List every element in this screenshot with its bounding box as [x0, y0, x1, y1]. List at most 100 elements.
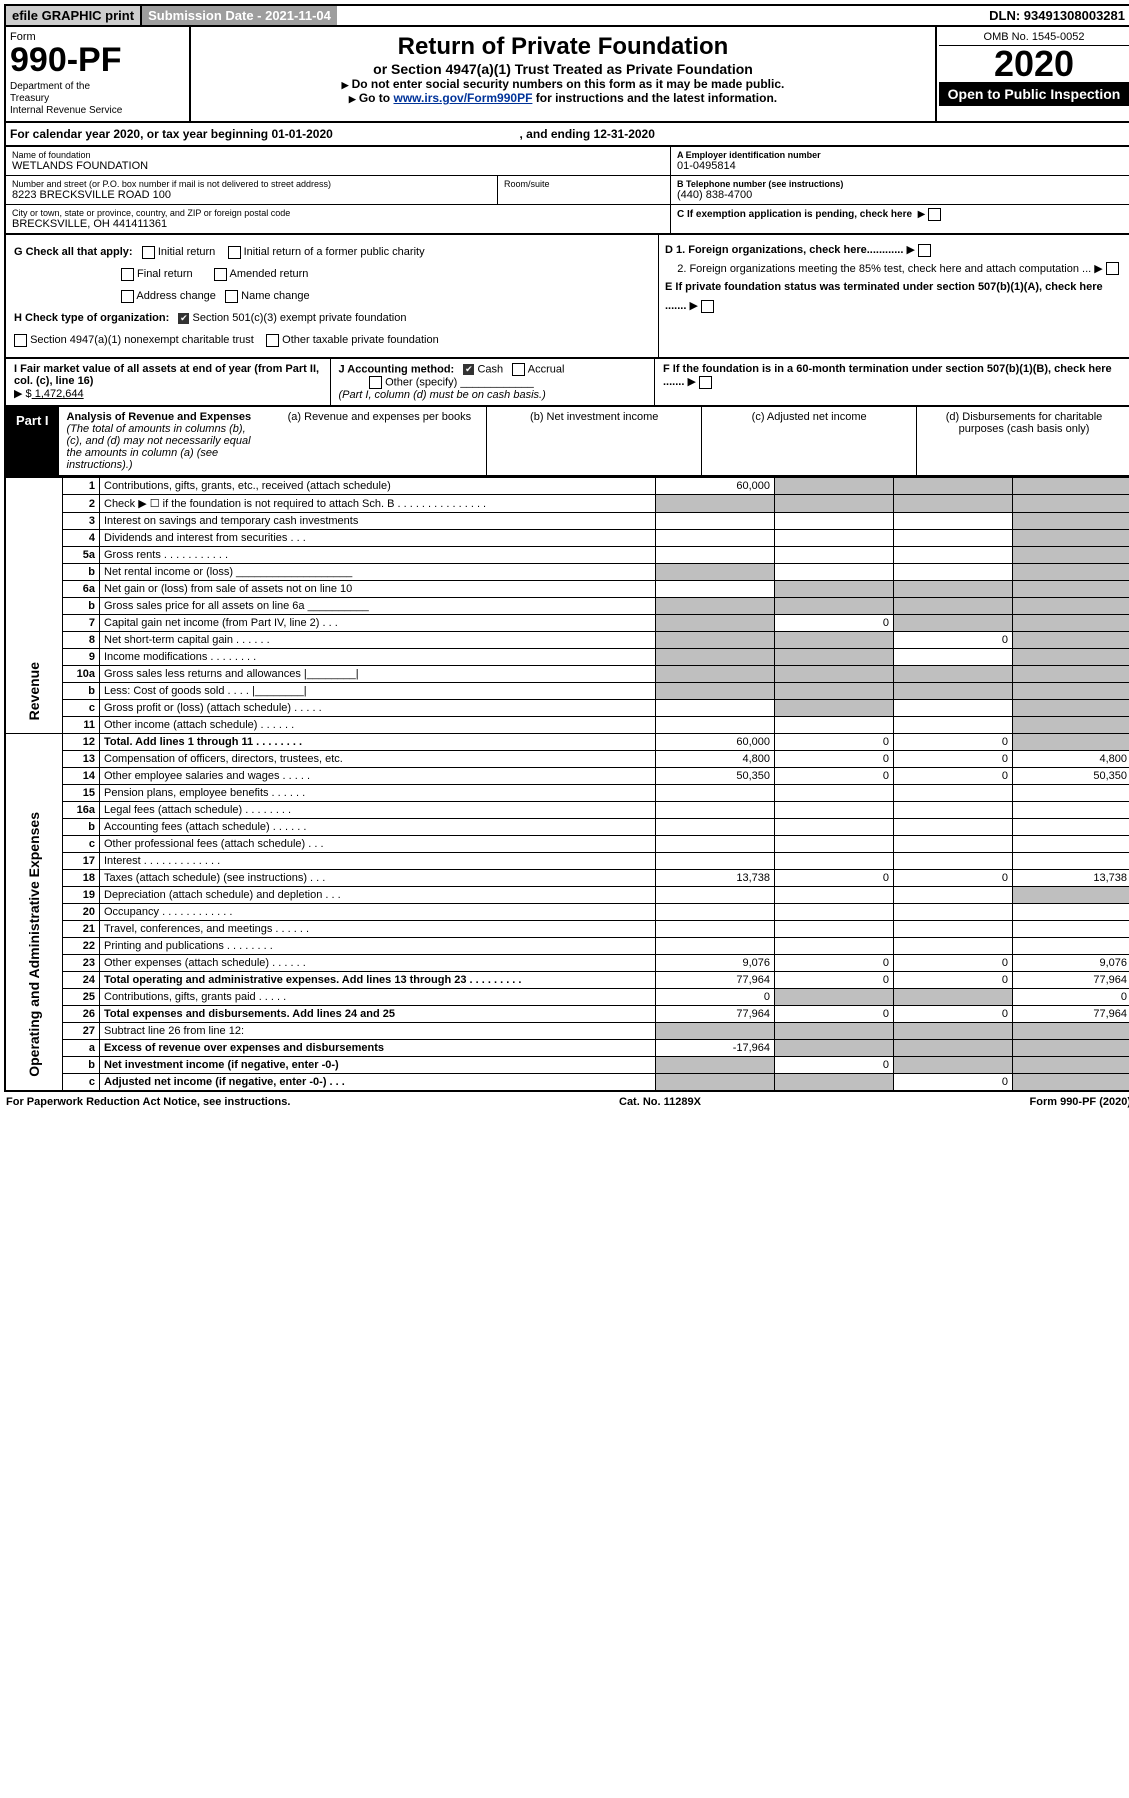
- amount-cell: [1013, 921, 1129, 938]
- amount-cell: [656, 700, 775, 717]
- amount-cell: [894, 836, 1013, 853]
- line-desc: Interest on savings and temporary cash i…: [100, 513, 656, 530]
- form-link[interactable]: www.irs.gov/Form990PF: [393, 91, 532, 105]
- chk-f[interactable]: [699, 376, 712, 389]
- amount-cell: 60,000: [656, 478, 775, 495]
- amount-cell: 0: [1013, 989, 1129, 1006]
- line-number: 24: [63, 972, 100, 989]
- amount-cell: [656, 904, 775, 921]
- efile-label: efile GRAPHIC print: [6, 6, 142, 25]
- amount-cell: [894, 819, 1013, 836]
- amount-cell: [894, 495, 1013, 513]
- amount-cell: [775, 887, 894, 904]
- line-number: b: [63, 598, 100, 615]
- table-row: 5aGross rents . . . . . . . . . . .: [5, 547, 1129, 564]
- line-desc: Subtract line 26 from line 12:: [100, 1023, 656, 1040]
- table-row: 8Net short-term capital gain . . . . . .…: [5, 632, 1129, 649]
- chk-initial[interactable]: [142, 246, 155, 259]
- amount-cell: [894, 478, 1013, 495]
- chk-cash[interactable]: ✔: [463, 364, 474, 375]
- chk-final[interactable]: [121, 268, 134, 281]
- line-desc: Occupancy . . . . . . . . . . . .: [100, 904, 656, 921]
- amount-cell: -17,964: [656, 1040, 775, 1057]
- line-number: 2: [63, 495, 100, 513]
- table-row: bLess: Cost of goods sold . . . . |_____…: [5, 683, 1129, 700]
- identity-block: Name of foundation WETLANDS FOUNDATION N…: [4, 147, 1129, 235]
- side-expenses: Operating and Administrative Expenses: [5, 734, 63, 1092]
- submission-date: Submission Date - 2021-11-04: [142, 6, 337, 25]
- amount-cell: [656, 581, 775, 598]
- chk-501c3[interactable]: ✔: [178, 313, 189, 324]
- amount-cell: [775, 649, 894, 666]
- form-number: 990-PF: [10, 43, 185, 77]
- table-row: cOther professional fees (attach schedul…: [5, 836, 1129, 853]
- d1-label: D 1. Foreign organizations, check here..…: [665, 244, 903, 256]
- chk-other-method[interactable]: [369, 376, 382, 389]
- table-row: aExcess of revenue over expenses and dis…: [5, 1040, 1129, 1057]
- line-number: 18: [63, 870, 100, 887]
- amount-cell: [894, 581, 1013, 598]
- part1-header: Part I Analysis of Revenue and Expenses …: [4, 407, 1129, 477]
- name-label: Name of foundation: [12, 150, 664, 160]
- side-revenue: Revenue: [5, 478, 63, 734]
- col-b-hdr: (b) Net investment income: [487, 407, 702, 475]
- part1-note: (The total of amounts in columns (b), (c…: [67, 423, 251, 471]
- amount-cell: [1013, 802, 1129, 819]
- line-number: 15: [63, 785, 100, 802]
- chk-d1[interactable]: [918, 244, 931, 257]
- foundation-address: 8223 BRECKSVILLE ROAD 100: [12, 189, 491, 201]
- chk-d2[interactable]: [1106, 262, 1119, 275]
- chk-addr-change[interactable]: [121, 290, 134, 303]
- amount-cell: 0: [775, 1057, 894, 1074]
- amount-cell: [775, 495, 894, 513]
- col-c-hdr: (c) Adjusted net income: [702, 407, 917, 475]
- line-desc: Gross profit or (loss) (attach schedule)…: [100, 700, 656, 717]
- chk-amended[interactable]: [214, 268, 227, 281]
- line-number: b: [63, 819, 100, 836]
- d2-label: 2. Foreign organizations meeting the 85%…: [677, 263, 1091, 275]
- amount-cell: [775, 513, 894, 530]
- fmv-value: 1,472,644: [32, 388, 84, 400]
- chk-accrual[interactable]: [512, 363, 525, 376]
- f-label: F If the foundation is in a 60-month ter…: [663, 363, 1112, 388]
- amount-cell: [1013, 1023, 1129, 1040]
- dept-line3: Internal Revenue Service: [10, 105, 122, 116]
- amount-cell: 77,964: [656, 1006, 775, 1023]
- amount-cell: 9,076: [656, 955, 775, 972]
- amount-cell: 0: [775, 972, 894, 989]
- form-title: Return of Private Foundation: [197, 33, 929, 61]
- amount-cell: [775, 836, 894, 853]
- amount-cell: [656, 615, 775, 632]
- amount-cell: 0: [894, 1074, 1013, 1092]
- chk-name-change[interactable]: [225, 290, 238, 303]
- form-subtitle: or Section 4947(a)(1) Trust Treated as P…: [197, 61, 929, 77]
- instr-2: Go to www.irs.gov/Form990PF for instruct…: [197, 91, 929, 105]
- line-desc: Other income (attach schedule) . . . . .…: [100, 717, 656, 734]
- chk-other-tax[interactable]: [266, 334, 279, 347]
- amount-cell: [775, 921, 894, 938]
- line-desc: Gross sales less returns and allowances …: [100, 666, 656, 683]
- amount-cell: [1013, 853, 1129, 870]
- amount-cell: [1013, 683, 1129, 700]
- line-desc: Income modifications . . . . . . . .: [100, 649, 656, 666]
- line-number: 11: [63, 717, 100, 734]
- chk-initial-pub[interactable]: [228, 246, 241, 259]
- amount-cell: [894, 683, 1013, 700]
- amount-cell: [775, 853, 894, 870]
- chk-e[interactable]: [701, 300, 714, 313]
- amount-cell: [656, 547, 775, 564]
- amount-cell: [1013, 615, 1129, 632]
- amount-cell: [1013, 717, 1129, 734]
- part1-title: Analysis of Revenue and Expenses: [67, 411, 252, 423]
- c-checkbox[interactable]: [928, 208, 941, 221]
- line-desc: Net gain or (loss) from sale of assets n…: [100, 581, 656, 598]
- amount-cell: [775, 717, 894, 734]
- open-public: Open to Public Inspection: [939, 82, 1129, 106]
- chk-4947[interactable]: [14, 334, 27, 347]
- amount-cell: 77,964: [1013, 1006, 1129, 1023]
- amount-cell: [775, 564, 894, 581]
- line-desc: Total. Add lines 1 through 11 . . . . . …: [100, 734, 656, 751]
- amount-cell: [656, 819, 775, 836]
- amount-cell: [894, 615, 1013, 632]
- j-label: J Accounting method:: [339, 363, 455, 375]
